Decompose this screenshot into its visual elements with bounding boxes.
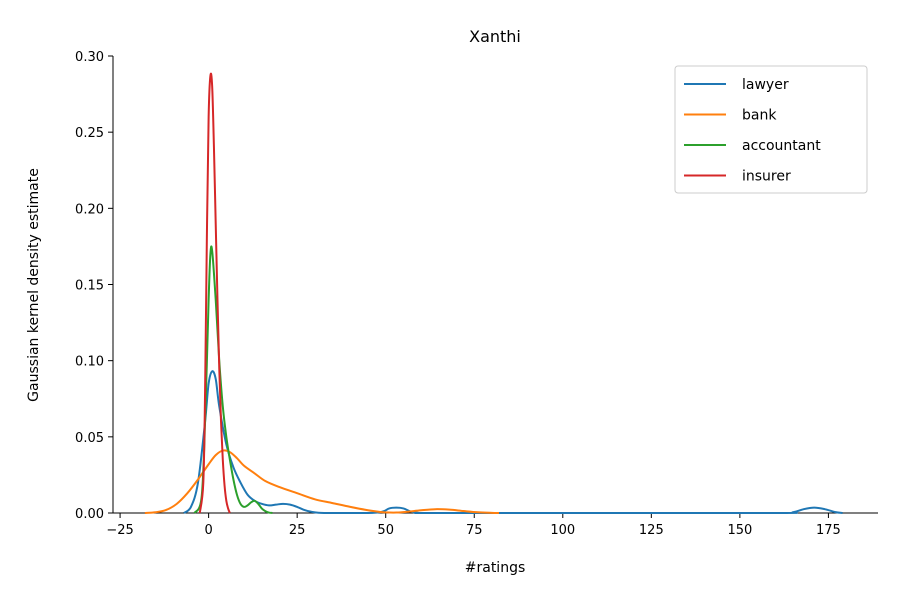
x-tick-label: 100 [550, 523, 575, 538]
series-line-bank [144, 449, 500, 514]
y-tick-label: 0.25 [75, 126, 104, 141]
x-tick-label: 75 [466, 523, 483, 538]
chart-title: Xanthi [469, 27, 521, 46]
y-axis-label: Gaussian kernel density estimate [26, 168, 42, 402]
x-tick-label: 25 [289, 523, 306, 538]
legend: lawyer bank accountant insurer [674, 65, 868, 194]
x-axis-label: #ratings [465, 560, 526, 576]
y-tick-label: 0.20 [75, 202, 104, 217]
x-tick-label: −25 [106, 523, 133, 538]
series-line-lawyer [183, 370, 843, 515]
series-lines [144, 72, 843, 515]
y-tick-label: 0.30 [75, 50, 104, 65]
x-ticks: −25 0 25 50 75 100 125 150 175 [106, 513, 841, 538]
series-line-insurer [198, 72, 231, 514]
legend-label-lawyer: lawyer [742, 77, 789, 93]
legend-box [674, 65, 868, 194]
series-line-accountant [193, 245, 273, 514]
x-tick-label: 50 [377, 523, 394, 538]
y-tick-label: 0.00 [75, 507, 104, 522]
y-tick-label: 0.05 [75, 431, 104, 446]
x-tick-label: 175 [816, 523, 841, 538]
legend-label-bank: bank [742, 108, 777, 124]
y-tick-label: 0.10 [75, 355, 104, 370]
x-tick-label: 150 [727, 523, 752, 538]
y-ticks: 0.00 0.05 0.10 0.15 0.20 0.25 0.30 [75, 50, 113, 522]
legend-label-accountant: accountant [742, 138, 821, 154]
y-tick-label: 0.15 [75, 279, 104, 294]
legend-label-insurer: insurer [742, 169, 791, 185]
x-tick-label: 0 [204, 523, 212, 538]
legend-items: lawyer bank accountant insurer [684, 77, 821, 185]
x-tick-label: 125 [639, 523, 664, 538]
